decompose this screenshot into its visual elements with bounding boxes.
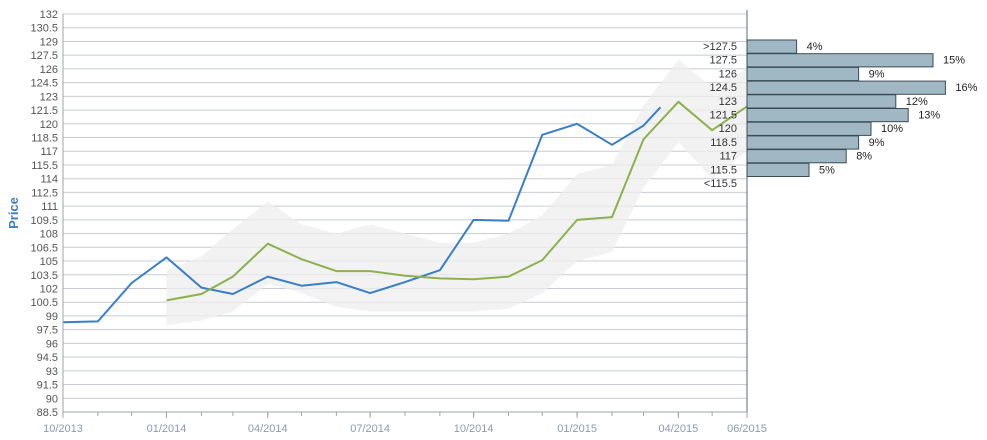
x-tick-label: 01/2015 [557,423,597,435]
y-tick-label: 102 [40,283,58,295]
y-tick-label: 132 [40,9,58,21]
histogram-bar [746,121,872,136]
y-tick-label: 96 [46,338,58,350]
series-line-forecast [166,100,748,302]
histogram-bar-percent: 13% [918,110,940,122]
y-tick-label: 120 [40,119,58,131]
y-tick-label: 94.5 [37,352,58,364]
y-tick-label: 130.5 [30,23,58,35]
histogram-bar-percent: 10% [881,123,903,135]
y-tick-label: 105 [40,256,58,268]
histogram-bar-percent: 15% [943,55,965,67]
histogram-bar [746,66,860,82]
histogram-bar [746,94,897,109]
histogram-bar [746,149,847,164]
y-tick-label: 111 [41,201,58,213]
x-tick-label: 07/2014 [350,423,390,435]
histogram-bin-label: 118.5 [710,137,737,149]
distribution-histogram: >127.5 4% 127.5 15% 126 9% 124.5 16% 123 12% 121.5… [703,39,978,190]
y-tick-label: 93 [46,366,58,378]
histogram-bar [746,108,909,123]
histogram-bar [746,162,810,178]
histogram-bar-percent: 12% [906,96,928,108]
y-tick-label: 123 [40,91,58,103]
x-tick-label: 04/2015 [658,423,698,435]
axes: 132130.5129127.5126124.5123121.5120118.5… [30,9,766,435]
histogram-bar-percent: 8% [856,151,872,163]
histogram-bar-percent: 16% [955,82,977,94]
y-tick-label: 109.5 [30,215,58,227]
x-tick-label: 10/2013 [43,423,83,435]
confidence-band [166,59,747,326]
histogram-bar-percent: 4% [807,41,823,53]
y-tick-label: 112.5 [31,187,58,199]
histogram-bar [746,39,798,54]
y-tick-label: 115.5 [31,160,58,172]
y-tick-label: 88.5 [37,407,58,419]
y-tick-label: 121.5 [30,105,58,117]
histogram-bin-label: >127.5 [703,41,737,53]
x-tick-label: 01/2014 [147,423,187,435]
histogram-bin-label: 117 [719,151,737,163]
y-tick-label: 118.5 [31,133,58,145]
x-tick-label: 04/2014 [248,423,288,435]
series-lines [62,100,748,324]
grid [63,13,747,413]
y-tick-label: 117 [40,146,58,158]
y-tick-label: 106.5 [30,242,58,254]
y-axis-label: Price [6,197,21,229]
histogram-bar-percent: 9% [869,137,885,149]
y-tick-label: 90 [46,393,58,405]
y-tick-label: 114 [40,174,58,186]
y-tick-label: 100.5 [30,297,58,309]
histogram-bar-percent: 5% [819,164,835,176]
y-tick-label: 127.5 [30,50,58,62]
histogram-bin-label: 126 [719,68,737,80]
y-tick-label: 129 [40,36,58,48]
y-tick-label: 126 [40,64,58,76]
histogram-bar-percent: 9% [869,68,885,80]
y-tick-label: 124.5 [30,78,58,90]
x-tick-label: 10/2014 [454,423,494,435]
histogram-bar [746,135,860,150]
y-tick-label: 103.5 [30,270,58,282]
y-tick-label: 108 [40,229,58,241]
histogram-bin-label: 120 [719,123,737,135]
forecast-band [166,59,747,326]
histogram-bin-label: <115.5 [704,178,737,190]
y-tick-label: 91.5 [37,380,58,392]
y-tick-label: 97.5 [37,325,58,337]
histogram-bin-label: 124.5 [709,82,737,94]
histogram-bin-label: 121.5 [709,110,737,122]
histogram-bar [746,80,946,95]
histogram-bin-label: 127.5 [709,55,737,67]
x-tick-label: 06/2015 [727,423,767,435]
series-line-actual [62,106,662,324]
histogram-bin-label: 123 [719,96,737,108]
histogram-bar [746,53,934,68]
histogram-bin-label: 115.5 [710,164,737,176]
y-tick-label: 99 [46,311,58,323]
